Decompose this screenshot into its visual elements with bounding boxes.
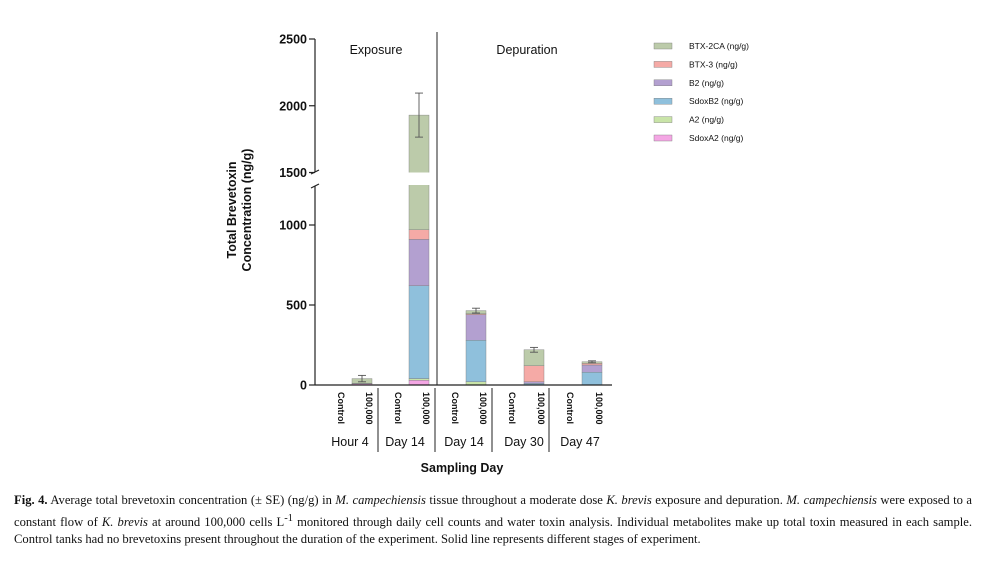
bar-segment bbox=[465, 314, 487, 341]
bar-segment bbox=[581, 372, 603, 386]
bar-segment bbox=[408, 378, 430, 381]
group-label: Day 14 bbox=[385, 435, 425, 449]
bar-segment bbox=[581, 363, 603, 366]
x-axis: Control 100,000 Control 100,000 Control 100,0… bbox=[315, 384, 612, 452]
error-bars-layer bbox=[358, 92, 596, 383]
caption-text-1: Average total brevetoxin concentration (… bbox=[47, 493, 336, 507]
legend-label: A2 (ng/g) bbox=[689, 115, 724, 125]
x-tick-label: 100,000 bbox=[421, 392, 431, 425]
bar-segment bbox=[465, 340, 487, 383]
caption-species-2: K. brevis bbox=[606, 493, 652, 507]
group-label: Day 14 bbox=[444, 435, 484, 449]
phase-label-depuration: Depuration bbox=[496, 43, 557, 57]
legend-swatch bbox=[653, 42, 673, 50]
phase-label-exposure: Exposure bbox=[350, 43, 403, 57]
group-label: Hour 4 bbox=[331, 435, 369, 449]
x-tick-label: Control bbox=[393, 392, 403, 424]
legend: BTX-2CA (ng/g) BTX-3 (ng/g) B2 (ng/g) SdoxB… bbox=[653, 41, 749, 143]
group-label: Day 30 bbox=[504, 435, 544, 449]
caption-species-1: M. campechiensis bbox=[335, 493, 426, 507]
caption-text-2: tissue throughout a moderate dose bbox=[425, 493, 607, 507]
bar-segment bbox=[408, 285, 430, 379]
x-axis-label: Sampling Day bbox=[421, 461, 504, 475]
bar-segment bbox=[523, 365, 545, 382]
x-tick-label: Control bbox=[565, 392, 575, 424]
y-axis-label-line1: Total Brevetoxin bbox=[225, 161, 239, 258]
caption-species-3: M. campechiensis bbox=[786, 493, 877, 507]
x-tick-label: Control bbox=[336, 392, 346, 424]
caption-superscript: -1 bbox=[284, 512, 293, 524]
bar-segment bbox=[523, 381, 545, 384]
caption-fig-label: Fig. 4. bbox=[14, 493, 48, 507]
caption-species-4: K. brevis bbox=[101, 514, 148, 529]
caption-text-3: exposure and depuration. bbox=[651, 493, 787, 507]
y-tick-label: 2500 bbox=[279, 33, 307, 47]
legend-label: BTX-3 (ng/g) bbox=[689, 59, 738, 69]
x-tick-label: 100,000 bbox=[594, 392, 604, 425]
x-tick-label: Control bbox=[507, 392, 517, 424]
group-label: Day 47 bbox=[560, 435, 600, 449]
bars-layer bbox=[351, 114, 603, 386]
legend-label: BTX-2CA (ng/g) bbox=[689, 41, 749, 51]
axis-break-mark-lower bbox=[310, 183, 320, 189]
x-tick-label: 100,000 bbox=[478, 392, 488, 425]
caption-text-6: monitored through daily cell counts and … bbox=[14, 514, 972, 547]
y-axis-label-line2: Concentration (ng/g) bbox=[240, 149, 254, 272]
y-tick-label: 500 bbox=[286, 299, 307, 313]
bar-segment bbox=[408, 229, 430, 240]
y-axis: 0 500 1000 1500 2000 2500 bbox=[279, 33, 320, 393]
x-tick-label: 100,000 bbox=[364, 392, 374, 425]
legend-swatch bbox=[653, 116, 673, 123]
x-tick-label: Control bbox=[450, 392, 460, 424]
legend-swatch bbox=[653, 61, 673, 68]
y-tick-label: 0 bbox=[300, 379, 307, 393]
y-tick-label: 2000 bbox=[279, 99, 307, 113]
legend-swatch bbox=[653, 134, 673, 142]
legend-label: B2 (ng/g) bbox=[689, 78, 724, 88]
legend-swatch bbox=[653, 79, 673, 87]
caption-text-5: at around 100,000 cells L bbox=[147, 514, 285, 529]
bar-segment bbox=[581, 364, 603, 373]
y-tick-label: 1500 bbox=[279, 166, 307, 180]
axis-break-gap bbox=[408, 172, 430, 185]
bar-segment bbox=[408, 380, 430, 386]
legend-label: SdoxB2 (ng/g) bbox=[689, 96, 744, 106]
y-tick-label: 1000 bbox=[279, 219, 307, 233]
caption-text-4: were exposed to a constant flow of bbox=[14, 493, 973, 529]
legend-label: SdoxA2 (ng/g) bbox=[689, 133, 744, 143]
legend-swatch bbox=[653, 97, 673, 105]
bar-segment bbox=[408, 239, 430, 286]
x-tick-label: 100,000 bbox=[536, 392, 546, 425]
figure-caption: Fig. 4. Average total brevetoxin concent… bbox=[14, 492, 972, 549]
